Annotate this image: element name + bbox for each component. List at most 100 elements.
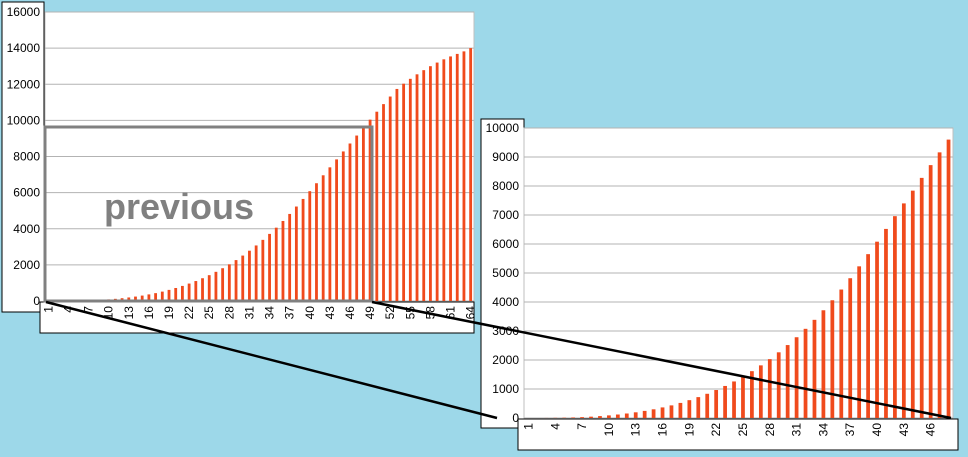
x-tick-label: 13	[122, 306, 136, 320]
zoomed-bar-chart: 0100020003000400050006000700080009000100…	[480, 118, 959, 451]
x-tick-label: 16	[656, 423, 670, 437]
previous-range-highlight-box	[43, 125, 374, 303]
x-tick-label: 7	[82, 306, 96, 313]
bar	[254, 245, 258, 301]
connector-line-left	[45, 300, 498, 420]
bar	[261, 239, 265, 301]
bar	[624, 413, 629, 418]
x-tick-label: 40	[870, 423, 884, 437]
bar	[928, 165, 933, 418]
bar	[221, 268, 225, 301]
bar	[408, 78, 412, 301]
y-tick-label: 2000	[13, 258, 40, 272]
x-tick-label: 37	[283, 306, 297, 320]
x-tick-label: 43	[323, 306, 337, 320]
y-tick-label: 8000	[13, 150, 40, 164]
bar	[857, 266, 862, 418]
bar	[848, 278, 853, 418]
bar	[469, 48, 473, 301]
bar	[919, 177, 924, 418]
bar	[767, 359, 772, 418]
connector-line-right	[371, 300, 952, 420]
bar	[288, 213, 292, 301]
bar	[167, 289, 171, 301]
y-tick-label: 1000	[492, 382, 519, 396]
bar	[937, 152, 942, 419]
y-tick-label: 4000	[492, 295, 519, 309]
bar	[335, 159, 338, 301]
bar	[884, 228, 888, 418]
bar	[201, 278, 204, 301]
full-range-bar-chart: 0 2000 4000 6000 8000 10000 12000 14000 16000 1 4 7…	[1, 1, 478, 334]
bar	[714, 390, 719, 418]
x-tick-label: 31	[790, 423, 804, 437]
x-tick-label: 25	[736, 423, 750, 437]
bar	[321, 175, 325, 301]
bar	[642, 410, 647, 418]
x-tick-label: 13	[629, 423, 643, 437]
bar	[732, 381, 736, 418]
y-tick-label: 7000	[492, 208, 519, 222]
bar	[429, 66, 432, 301]
x-tick-label: 22	[709, 423, 723, 437]
bar	[598, 416, 602, 418]
y-tick-label: 16000	[7, 5, 41, 19]
bar	[395, 88, 399, 301]
bar	[678, 402, 683, 418]
x-tick-label: 1	[41, 306, 55, 313]
bar	[341, 151, 345, 301]
x-tick-label: 4	[548, 423, 562, 430]
bar	[615, 414, 620, 418]
bar	[294, 206, 298, 301]
bar	[866, 254, 870, 418]
y-tick-label: 0	[512, 411, 519, 425]
bar	[207, 275, 211, 301]
x-tick-label: 31	[242, 306, 256, 320]
bar	[946, 139, 951, 418]
bar	[910, 190, 915, 418]
y-tick-label: 8000	[492, 179, 519, 193]
x-tick-label: 19	[162, 306, 176, 320]
bar	[607, 415, 611, 418]
bar	[234, 260, 238, 301]
x-tick-label: 46	[343, 306, 357, 320]
bar	[402, 83, 406, 301]
bar	[301, 198, 305, 301]
x-tick-label: 10	[602, 423, 616, 437]
x-tick-label: 34	[816, 423, 830, 437]
bar	[174, 287, 178, 301]
x-tick-label: 1	[521, 423, 535, 430]
bar	[758, 365, 763, 418]
bar	[308, 191, 312, 301]
bar	[830, 300, 835, 418]
bar	[328, 167, 332, 301]
bar	[750, 371, 754, 418]
x-tick-label: 52	[383, 306, 397, 320]
bar	[660, 407, 665, 418]
bar	[147, 294, 151, 301]
bar	[723, 385, 727, 418]
bar	[194, 281, 198, 301]
bar	[651, 409, 656, 418]
y-axis-panel	[1, 1, 45, 313]
x-tick-label: 4	[61, 306, 75, 313]
bar	[435, 62, 439, 302]
y-tick-label: 6000	[13, 186, 40, 200]
previous-range-label: previous	[104, 186, 254, 227]
y-axis-panel	[480, 118, 525, 429]
bar	[160, 291, 164, 301]
x-tick-label: 34	[263, 306, 277, 320]
bar	[785, 345, 790, 418]
y-tick-label: 6000	[492, 237, 519, 251]
y-tick-label: 14000	[7, 41, 41, 55]
bar	[422, 70, 426, 301]
x-tick-label: 43	[897, 423, 911, 437]
x-tick-label: 16	[142, 306, 156, 320]
bar	[315, 183, 318, 301]
bar	[449, 56, 452, 302]
bar	[696, 397, 701, 418]
y-tick-label: 4000	[13, 222, 40, 236]
bar	[274, 227, 278, 301]
bar	[127, 297, 131, 301]
y-tick-label: 10000	[486, 121, 520, 135]
